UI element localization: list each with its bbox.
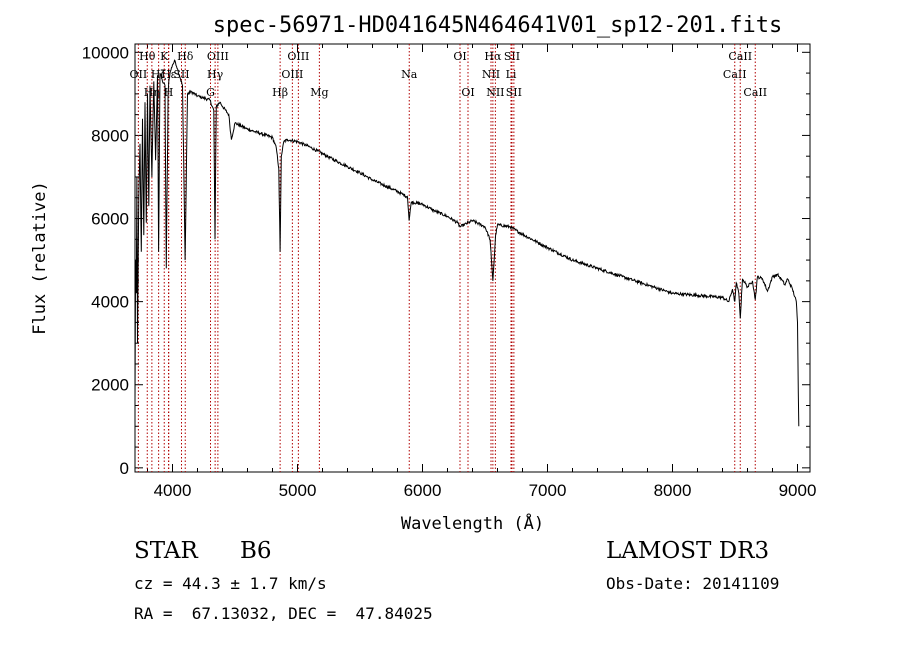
line-label-sii: SII: [504, 50, 520, 63]
x-tick-label: 5000: [279, 481, 317, 500]
chart-title: spec-56971-HD041645N464641V01_sp12-201.f…: [213, 13, 783, 38]
x-tick-label: 4000: [154, 481, 192, 500]
object-subclass: B6: [240, 538, 272, 564]
line-label-caii: CaII: [743, 86, 767, 99]
line-label-oiii: OIII: [281, 68, 303, 81]
y-tick-label: 2000: [91, 376, 129, 395]
redshift-cz: cz = 44.3 ± 1.7 km/s: [134, 574, 327, 593]
line-label-g: G: [206, 86, 215, 99]
line-label-hθ: Hθ: [139, 50, 156, 63]
line-label-nii: NII: [482, 68, 500, 81]
line-label-oii: OII: [130, 68, 148, 81]
y-tick-label: 8000: [91, 126, 129, 145]
x-tick-label: 7000: [529, 481, 567, 500]
y-tick-label: 4000: [91, 293, 129, 312]
line-label-hζ: Hζ: [151, 68, 167, 81]
line-label-caii: CaII: [723, 68, 747, 81]
y-axis-label: Flux (relative): [30, 181, 50, 335]
line-label-mg: Mg: [310, 86, 328, 99]
line-label-hγ: Hγ: [207, 68, 224, 81]
line-label-hα: Hα: [484, 50, 502, 63]
line-label-caii: CaII: [728, 50, 752, 63]
flux-series: [134, 59, 800, 427]
flux-line: [134, 59, 800, 427]
line-label-oiii: OIII: [287, 50, 309, 63]
line-label-oiii: OIII: [207, 50, 229, 63]
survey-name: LAMOST DR3: [606, 538, 770, 564]
spectral-line-markers: OIIHθHηHζKHεHSIIHδGOIIIHγHβOIIIOIIIMgNaO…: [130, 44, 767, 472]
x-tick-label: 8000: [654, 481, 692, 500]
axes-frame: [134, 43, 811, 473]
object-class: STAR: [134, 538, 198, 564]
x-tick-label: 9000: [779, 481, 817, 500]
line-label-hβ: Hβ: [272, 86, 288, 99]
ra-dec: RA = 67.13032, DEC = 47.84025: [134, 604, 433, 623]
line-label-sii: SII: [506, 86, 522, 99]
line-label-hδ: Hδ: [177, 50, 194, 63]
line-label-hε: Hε: [161, 68, 177, 81]
line-label-oi: OI: [453, 50, 466, 63]
observation-date: Obs-Date: 20141109: [606, 574, 780, 593]
line-label-cak: K: [160, 50, 169, 63]
y-tick-label: 0: [120, 459, 129, 478]
line-label-li: Li: [506, 68, 517, 81]
y-tick-label: 6000: [91, 210, 129, 229]
line-label-na: Na: [401, 68, 418, 81]
line-label-oi: OI: [461, 86, 474, 99]
y-tick-label: 10000: [82, 43, 129, 62]
x-axis-label: Wavelength (Å): [401, 512, 544, 534]
axis-ticks: 4000 5000 6000 7000 8000 9000 0 2000 4000 6000 800…: [82, 43, 817, 500]
x-tick-label: 6000: [404, 481, 442, 500]
line-label-sii: SII: [173, 68, 189, 81]
plot-frame: [134, 43, 811, 473]
line-label-nii: NII: [486, 86, 504, 99]
